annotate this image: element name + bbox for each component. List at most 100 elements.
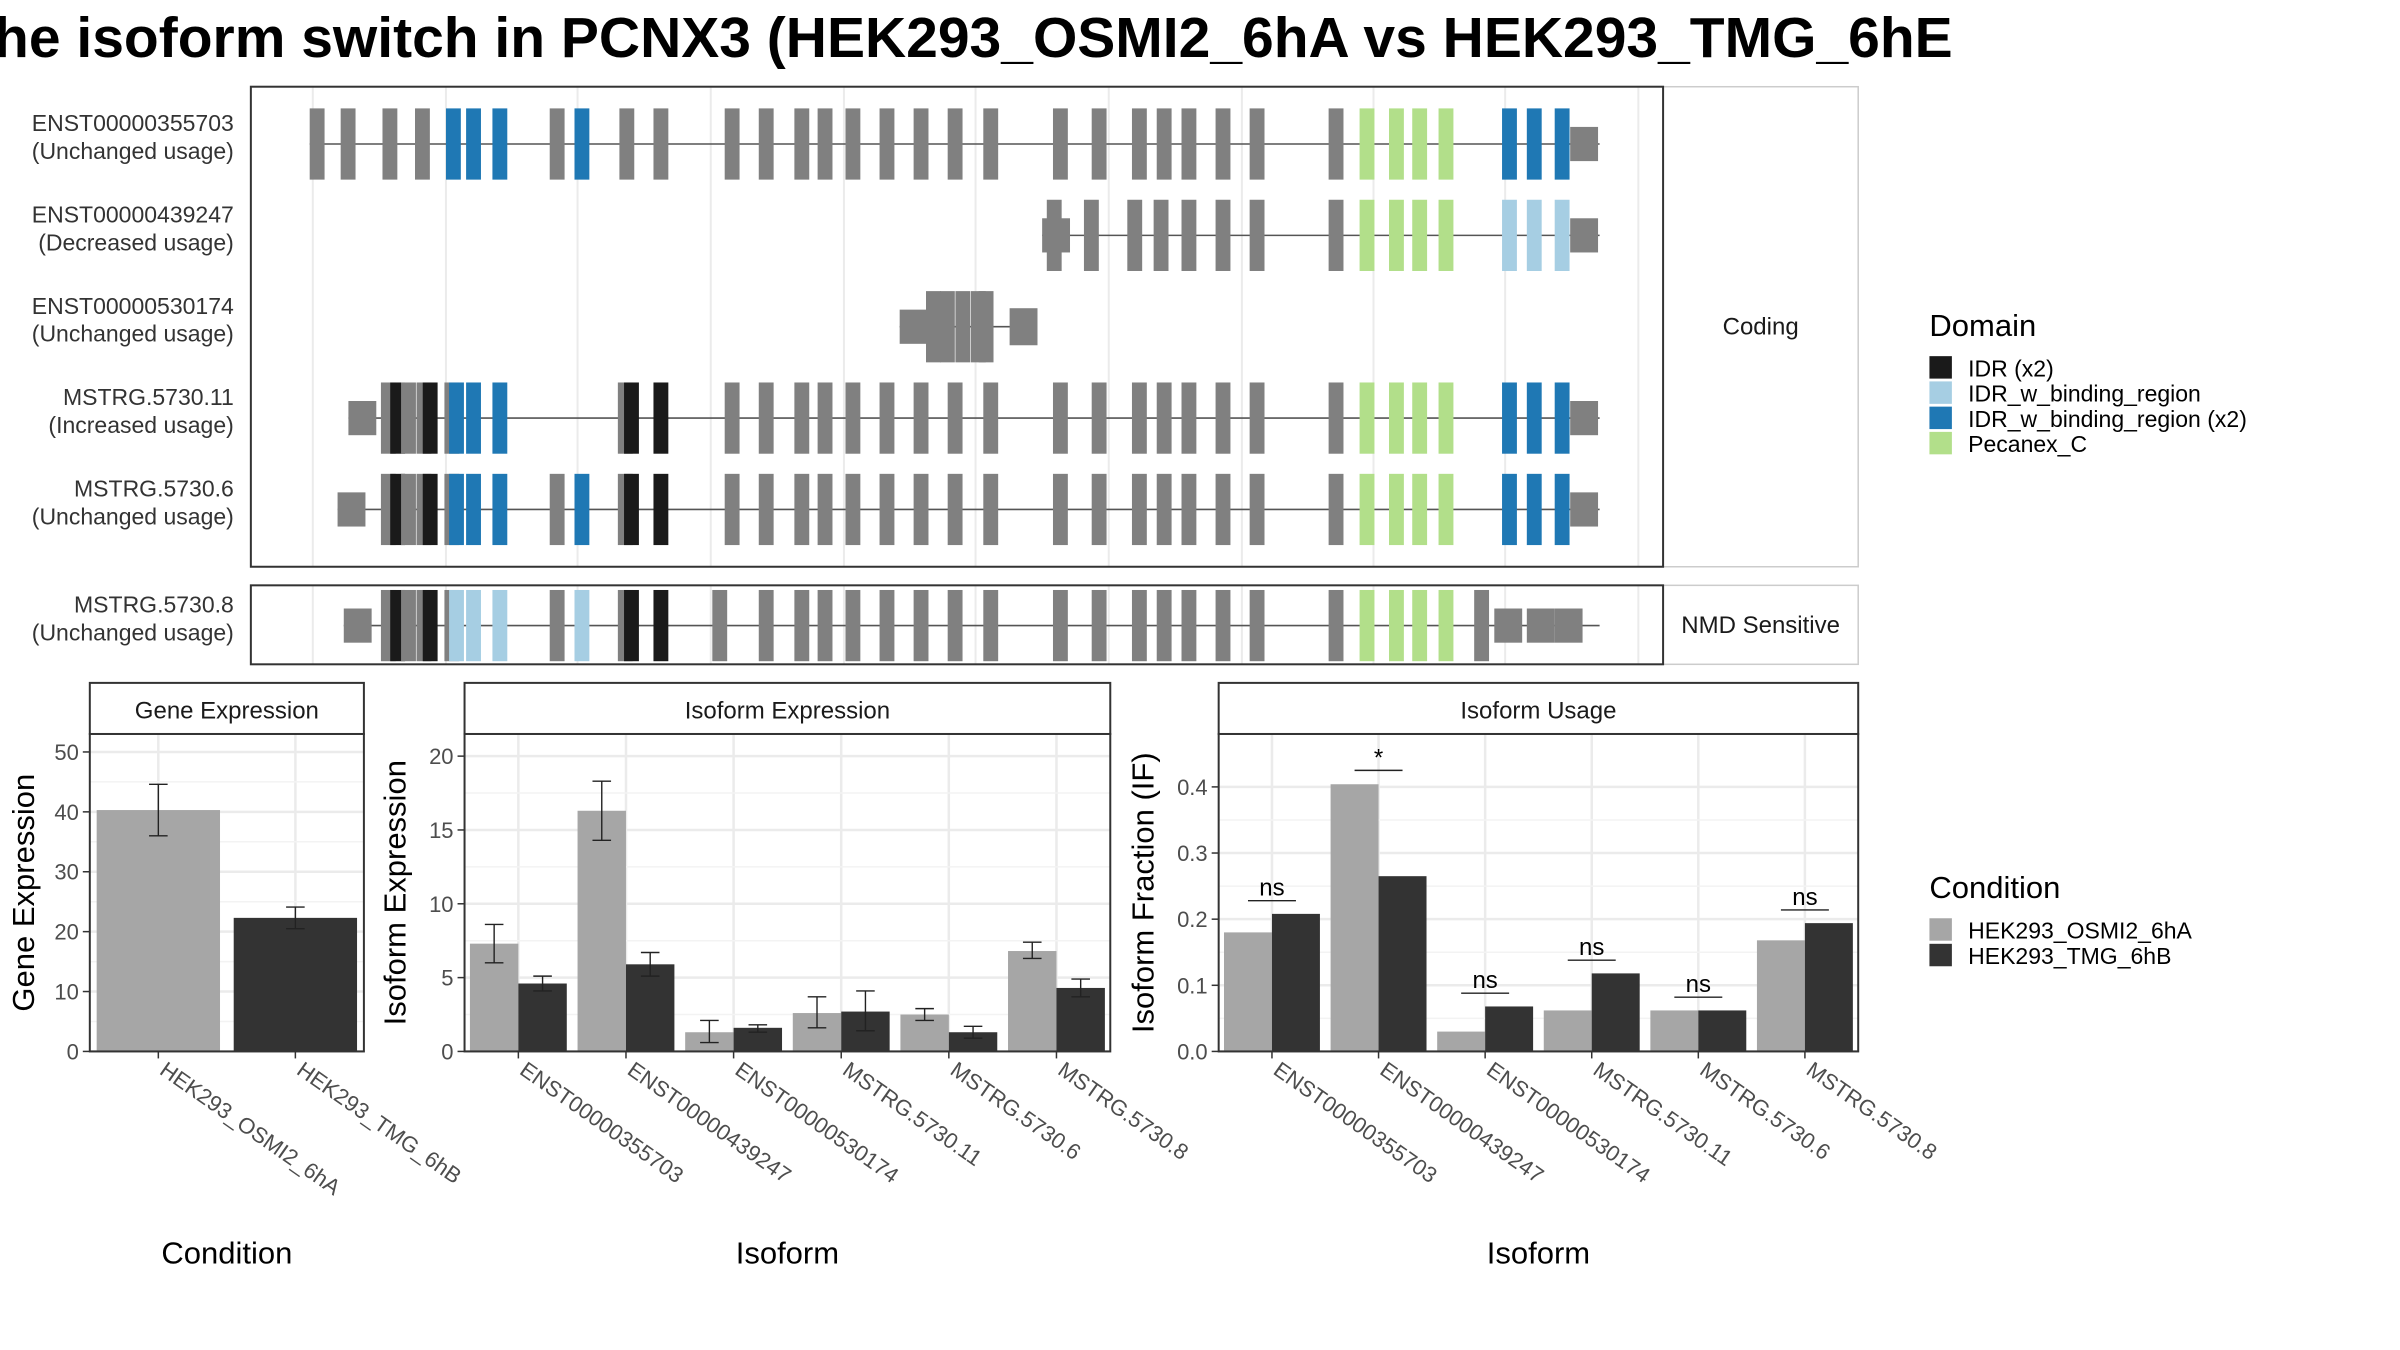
exon <box>1526 382 1542 454</box>
exon <box>913 108 929 180</box>
exon <box>879 108 895 180</box>
exon <box>1438 589 1454 662</box>
significance-label: ns <box>1259 875 1284 902</box>
y-tick-label: 5 <box>441 966 453 991</box>
bar <box>1008 951 1057 1052</box>
exon <box>817 382 833 454</box>
figure-title: he isoform switch in PCNX3 (HEK293_OSMI2… <box>0 6 1953 70</box>
exon <box>1131 382 1147 454</box>
condition-legend-label: HEK293_TMG_6hB <box>1968 943 2171 969</box>
exon <box>817 589 833 662</box>
exon <box>401 382 416 454</box>
bar <box>1056 987 1105 1052</box>
panel-strip <box>1217 681 1860 735</box>
y-tick-label: 10 <box>54 980 78 1005</box>
x-axis-title: Isoform <box>1487 1236 1590 1271</box>
bar <box>1591 973 1640 1052</box>
condition-legend-title: Condition <box>1929 870 2060 905</box>
y-tick-label: 50 <box>54 740 78 765</box>
exon <box>1046 199 1062 271</box>
facet-strip <box>1662 85 1859 568</box>
exon <box>422 473 438 546</box>
exon <box>1438 473 1454 546</box>
bar <box>1330 784 1379 1052</box>
exon <box>1091 108 1107 180</box>
facet-strip-label: Coding <box>1723 314 1799 341</box>
exon <box>1215 473 1231 546</box>
exon <box>1389 108 1404 180</box>
exon <box>1570 126 1599 162</box>
exon <box>1570 218 1599 253</box>
transcript-name: MSTRG.5730.6 <box>74 476 234 502</box>
bar <box>1485 1006 1534 1052</box>
y-axis-title: Isoform Expression <box>378 760 413 1025</box>
exon <box>549 473 565 546</box>
exon <box>549 589 565 662</box>
domain-legend-swatch <box>1929 431 1952 455</box>
exon <box>1502 473 1517 546</box>
exon <box>1083 199 1099 271</box>
exon <box>1052 589 1068 662</box>
exon <box>1359 199 1375 271</box>
plot-bg <box>464 733 1111 1052</box>
bar <box>733 1027 783 1052</box>
exon <box>1526 473 1542 546</box>
bar <box>96 810 221 1052</box>
bar <box>1223 932 1272 1052</box>
transcript-usage: (Unchanged usage) <box>32 138 234 164</box>
exon <box>794 108 810 180</box>
exon <box>1052 108 1068 180</box>
exon <box>1131 589 1147 662</box>
exon <box>1215 199 1231 271</box>
exon <box>1181 382 1197 454</box>
exon <box>1153 199 1169 271</box>
exon <box>1249 589 1265 662</box>
significance-label: ns <box>1792 884 1817 911</box>
exon <box>1052 382 1068 454</box>
exon <box>1249 473 1265 546</box>
exon <box>492 382 508 454</box>
exon <box>1156 108 1172 180</box>
exon <box>492 473 508 546</box>
exon <box>978 291 994 363</box>
exon <box>947 382 963 454</box>
exon <box>1389 589 1404 662</box>
exon <box>1328 108 1344 180</box>
domain-legend-label: IDR_w_binding_region <box>1968 381 2201 407</box>
transcript-name: ENST00000530174 <box>32 293 234 319</box>
exon <box>337 492 366 527</box>
exon <box>1502 108 1517 180</box>
exon <box>947 589 963 662</box>
exon <box>947 108 963 180</box>
exon <box>624 382 639 454</box>
exon <box>983 382 999 454</box>
facet-strip <box>1662 584 1859 666</box>
y-tick-label: 0 <box>67 1039 79 1064</box>
x-axis-title: Isoform <box>736 1236 839 1271</box>
exon <box>1249 199 1265 271</box>
y-tick-label: 0.4 <box>1177 775 1208 800</box>
exon <box>492 589 508 662</box>
exon <box>549 108 565 180</box>
exon <box>1389 199 1404 271</box>
y-tick-label: 15 <box>429 818 453 843</box>
bar <box>233 917 358 1052</box>
exon <box>724 473 740 546</box>
bar <box>1650 1010 1699 1052</box>
exon <box>1526 108 1542 180</box>
plot-border <box>463 732 1112 1053</box>
exon <box>1359 108 1375 180</box>
exon <box>1359 473 1375 546</box>
exon <box>1474 589 1490 662</box>
exon <box>1156 382 1172 454</box>
exon <box>1570 492 1599 527</box>
exon <box>1502 199 1517 271</box>
exon <box>1131 108 1147 180</box>
exon <box>758 473 774 546</box>
exon <box>1494 608 1523 643</box>
transcript-name: MSTRG.5730.8 <box>74 592 234 618</box>
y-tick-label: 40 <box>54 800 78 825</box>
exon <box>913 473 929 546</box>
exon <box>422 382 438 454</box>
exon <box>1127 199 1143 271</box>
